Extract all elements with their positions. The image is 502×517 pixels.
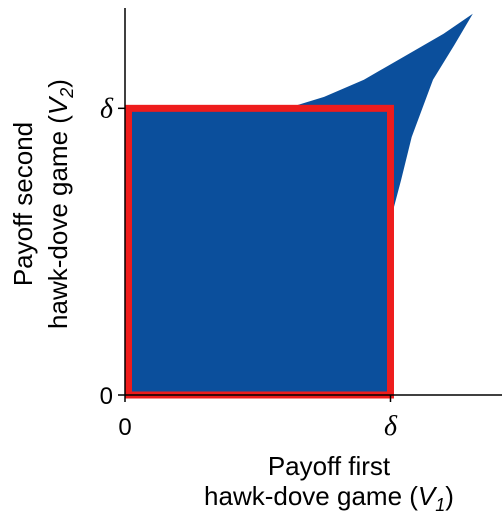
plot-area xyxy=(125,13,473,399)
y-axis-label-line1: Payoff second xyxy=(8,122,38,286)
y-tick-label: 0 xyxy=(100,383,113,410)
y-tick-label: δ xyxy=(100,93,114,124)
x-tick-label: δ xyxy=(384,411,398,442)
x-axis-label-line1: Payoff first xyxy=(268,451,391,481)
axes: 0 δ 0 δ xyxy=(100,8,502,442)
payoff-region-area xyxy=(125,13,473,395)
y-axis-label-line2: hawk-dove game (V2) xyxy=(43,79,77,329)
x-tick-label: 0 xyxy=(118,414,131,441)
x-axis-label-line2: hawk-dove game (V1) xyxy=(204,481,454,512)
axis-labels: Payoff first hawk-dove game (V1) Payoff … xyxy=(8,79,454,515)
